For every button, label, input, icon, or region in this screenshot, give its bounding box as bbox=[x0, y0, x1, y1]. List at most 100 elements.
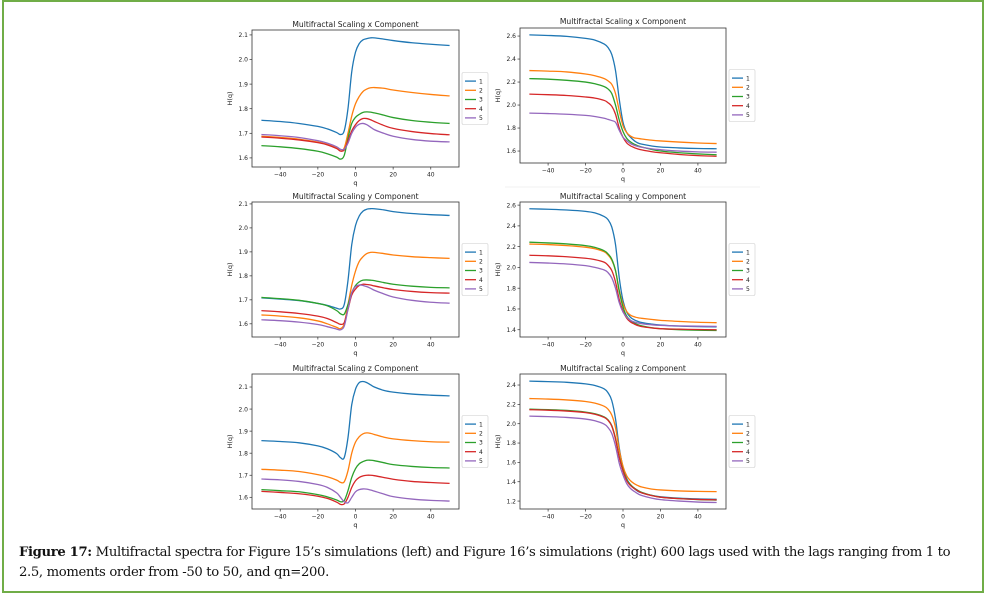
x-tick-label: 40 bbox=[694, 342, 702, 349]
series-line-1 bbox=[261, 207, 450, 310]
series-line-4 bbox=[261, 283, 450, 326]
y-tick-label: 1.8 bbox=[506, 440, 516, 447]
chart-title: Multifractal Scaling x Component bbox=[560, 17, 686, 26]
y-tick-label: 2.6 bbox=[506, 202, 516, 209]
y-tick-label: 2.0 bbox=[506, 102, 516, 109]
legend-label: 3 bbox=[746, 94, 750, 101]
y-tick-label: 2.2 bbox=[506, 402, 516, 409]
y-tick-label: 2.6 bbox=[506, 33, 516, 40]
series-line-5 bbox=[261, 122, 450, 151]
y-tick-label: 1.6 bbox=[238, 495, 248, 502]
x-axis-label: q bbox=[353, 179, 357, 187]
y-tick-label: 1.6 bbox=[506, 460, 516, 467]
legend-box bbox=[728, 69, 756, 122]
legend-label: 1 bbox=[746, 75, 750, 82]
y-tick-label: 2.2 bbox=[506, 244, 516, 251]
x-tick-label: −20 bbox=[312, 172, 325, 179]
chart-right-x: Multifractal Scaling x Component −40 −20 0 2… bbox=[494, 17, 756, 183]
series-line-2 bbox=[529, 397, 717, 493]
y-tick-label: 2.4 bbox=[506, 382, 516, 389]
legend-box bbox=[728, 243, 756, 296]
legend-label: 3 bbox=[479, 268, 483, 275]
y-axis-label: H(q) bbox=[226, 262, 234, 276]
series-line-5 bbox=[261, 284, 450, 331]
legend-label: 5 bbox=[479, 286, 483, 293]
y-axis-label: H(q) bbox=[494, 88, 502, 102]
legend-label: 1 bbox=[479, 78, 483, 85]
series-line-5 bbox=[261, 478, 450, 504]
series-line-4 bbox=[529, 254, 717, 331]
y-tick-label: 1.2 bbox=[506, 498, 516, 505]
chart-left-z: Multifractal Scaling z Component −40 −20 0 2… bbox=[226, 364, 489, 529]
series-line-4 bbox=[261, 117, 450, 152]
legend-label: 5 bbox=[746, 458, 750, 465]
y-axis-label: H(q) bbox=[494, 434, 502, 448]
y-tick-label: 2.0 bbox=[238, 406, 248, 413]
caption-text: Multifractal spectra for Figure 15’s sim… bbox=[19, 545, 951, 580]
y-tick-label: 1.8 bbox=[238, 106, 248, 113]
x-axis-label: q bbox=[353, 521, 357, 529]
legend-label: 2 bbox=[746, 85, 750, 92]
figure-caption: Figure 17: Multifractal spectra for Figu… bbox=[19, 543, 974, 583]
x-tick-label: −40 bbox=[274, 514, 287, 521]
x-tick-label: 0 bbox=[354, 172, 358, 179]
legend-label: 5 bbox=[479, 458, 483, 465]
series-line-1 bbox=[529, 208, 717, 328]
x-tick-label: 40 bbox=[694, 514, 702, 521]
y-tick-label: 1.6 bbox=[238, 155, 248, 162]
x-tick-label: −40 bbox=[542, 168, 555, 175]
legend-label: 3 bbox=[479, 440, 483, 447]
y-tick-label: 1.6 bbox=[506, 148, 516, 155]
legend: 1 2 3 4 5 bbox=[728, 243, 756, 296]
legend: 1 2 3 4 5 bbox=[461, 72, 489, 125]
y-tick-label: 1.9 bbox=[238, 249, 248, 256]
legend-label: 4 bbox=[479, 106, 483, 113]
series-line-3 bbox=[529, 241, 717, 332]
series-line-3 bbox=[529, 77, 717, 156]
x-tick-label: −40 bbox=[274, 342, 287, 349]
x-tick-label: −40 bbox=[542, 514, 555, 521]
x-tick-label: −20 bbox=[579, 168, 592, 175]
legend-label: 1 bbox=[479, 249, 483, 256]
legend-box bbox=[728, 415, 756, 468]
series-line-2 bbox=[529, 69, 717, 145]
chart-title: Multifractal Scaling x Component bbox=[292, 20, 418, 29]
series-line-4 bbox=[529, 409, 717, 501]
x-tick-label: −20 bbox=[579, 514, 592, 521]
series-group bbox=[261, 37, 450, 160]
series-line-1 bbox=[529, 34, 717, 150]
x-tick-label: 20 bbox=[657, 514, 665, 521]
series-line-2 bbox=[261, 251, 450, 330]
caption-label: Figure 17: bbox=[19, 545, 92, 560]
x-tick-label: 0 bbox=[621, 514, 625, 521]
chart-title: Multifractal Scaling y Component bbox=[292, 192, 418, 201]
x-tick-label: 20 bbox=[389, 342, 397, 349]
chart-left-x: Multifractal Scaling x Component −40 −20 0 2… bbox=[226, 20, 489, 187]
y-tick-label: 1.9 bbox=[238, 428, 248, 435]
legend-label: 1 bbox=[746, 421, 750, 428]
legend-label: 5 bbox=[746, 112, 750, 119]
series-line-5 bbox=[529, 415, 717, 504]
legend: 1 2 3 4 5 bbox=[728, 415, 756, 468]
chart-title: Multifractal Scaling y Component bbox=[560, 192, 686, 201]
series-line-5 bbox=[529, 112, 717, 153]
x-tick-label: 0 bbox=[621, 342, 625, 349]
legend-box bbox=[461, 243, 489, 296]
legend-label: 2 bbox=[479, 259, 483, 266]
y-tick-label: 2.0 bbox=[506, 421, 516, 428]
series-line-3 bbox=[261, 111, 450, 160]
legend-label: 3 bbox=[746, 268, 750, 275]
x-axis-label: q bbox=[621, 521, 625, 529]
y-tick-label: 2.4 bbox=[506, 223, 516, 230]
x-tick-label: 0 bbox=[354, 514, 358, 521]
x-tick-label: 20 bbox=[389, 172, 397, 179]
x-axis-label: q bbox=[353, 349, 357, 357]
y-tick-label: 2.1 bbox=[238, 384, 248, 391]
x-tick-label: 20 bbox=[657, 168, 665, 175]
legend-label: 4 bbox=[479, 277, 483, 284]
y-tick-label: 1.7 bbox=[238, 297, 248, 304]
series-line-3 bbox=[261, 279, 450, 316]
x-tick-label: −40 bbox=[274, 172, 287, 179]
y-tick-label: 1.8 bbox=[238, 273, 248, 280]
